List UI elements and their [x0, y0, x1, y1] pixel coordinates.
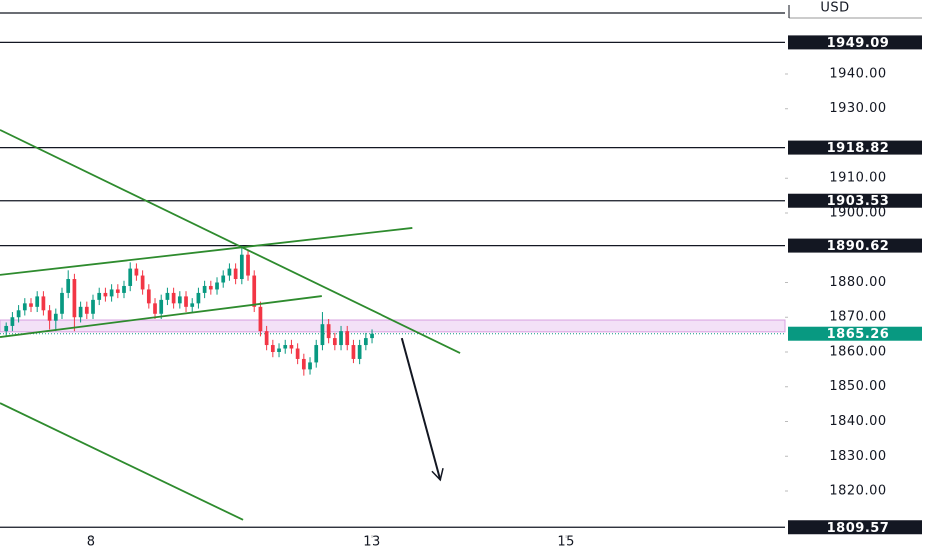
candle-body	[72, 279, 77, 318]
candle-body	[153, 303, 157, 314]
candle-body	[277, 348, 281, 352]
candle-body	[264, 331, 269, 346]
candle-body	[314, 345, 319, 363]
candle-body	[60, 292, 64, 314]
candle-body	[47, 310, 52, 321]
candle-body	[103, 292, 108, 297]
x-tick-label: 13	[363, 535, 381, 550]
candle-body	[301, 358, 306, 370]
candle-body	[4, 325, 9, 332]
candle-body	[239, 254, 244, 280]
candle-body	[134, 268, 139, 276]
candle-body	[308, 362, 312, 370]
candle-body	[22, 303, 27, 311]
candle-body	[233, 268, 238, 280]
trend-line	[0, 227, 413, 276]
last-price-label: 1865.26	[827, 327, 890, 342]
candle-body	[177, 296, 182, 304]
candle-body	[283, 345, 288, 349]
arrow-head	[431, 468, 444, 482]
y-tick-label: 1930.00	[829, 101, 886, 116]
y-tick-label: 1830.00	[829, 449, 886, 464]
candle-body	[159, 299, 164, 314]
candle-body	[109, 289, 114, 297]
y-tick-label: 1900.00	[829, 205, 886, 220]
candle-body	[66, 279, 71, 293]
candle-body	[295, 348, 300, 359]
y-tick-label: 1870.00	[829, 310, 886, 325]
trend-line	[0, 402, 244, 521]
candle-body	[35, 296, 40, 307]
candle-body	[363, 338, 368, 346]
level-label-box	[788, 35, 922, 50]
candle-body	[221, 275, 226, 283]
last-price-box	[788, 326, 922, 341]
currency-label: USD	[820, 1, 849, 16]
candle-body	[320, 324, 325, 346]
candle-body	[215, 282, 219, 290]
candle-body	[53, 313, 58, 321]
candle-body	[351, 345, 356, 359]
level-label: 1890.62	[827, 239, 890, 254]
level-label-box	[788, 193, 922, 208]
trend-line	[0, 295, 322, 338]
candle-body	[196, 292, 201, 304]
level-label-box	[788, 520, 922, 535]
level-label-box	[788, 238, 922, 253]
candle-body	[122, 285, 126, 293]
level-label: 1918.82	[827, 141, 890, 156]
level-label: 1809.57	[827, 521, 890, 536]
candle-body	[202, 285, 207, 293]
trend-line	[0, 129, 461, 354]
candle-body	[78, 306, 83, 318]
candle-body	[246, 254, 250, 276]
candle-body	[258, 306, 263, 332]
candle-body	[128, 268, 133, 286]
y-tick-label: 1820.00	[829, 484, 886, 499]
candle-body	[357, 345, 362, 359]
y-tick-label: 1840.00	[829, 414, 886, 429]
candle-body	[270, 345, 275, 352]
y-tick-label: 1850.00	[829, 379, 886, 394]
candle-body	[184, 296, 188, 307]
y-tick-label: 1910.00	[829, 171, 886, 186]
candle-body	[227, 268, 232, 276]
candle-body	[208, 285, 213, 290]
candle-body	[29, 303, 33, 307]
candle-body	[326, 324, 331, 339]
candle-body	[115, 289, 120, 293]
level-label: 1949.09	[827, 36, 890, 51]
candle-body	[16, 310, 21, 318]
level-label-box	[788, 140, 922, 155]
y-tick-label: 1940.00	[829, 66, 886, 81]
candle-body	[140, 275, 145, 290]
level-label: 1903.53	[827, 194, 890, 209]
candle-body	[345, 331, 350, 346]
candle-body	[97, 292, 102, 300]
candle-body	[339, 331, 343, 346]
y-tick-label: 1880.00	[829, 275, 886, 290]
candle-body	[190, 303, 195, 307]
candle-body	[289, 345, 294, 349]
candle-body	[332, 338, 337, 346]
candle-body	[91, 299, 95, 314]
candle-body	[165, 292, 170, 300]
candle-body	[252, 275, 257, 307]
candle-body	[171, 292, 176, 304]
x-tick-label: 15	[557, 535, 575, 550]
y-tick-label: 1860.00	[829, 344, 886, 359]
candle-body	[146, 289, 151, 304]
candle-body	[41, 296, 46, 311]
candle-body	[84, 306, 89, 314]
candle-body	[370, 333, 374, 339]
arrow-line	[400, 337, 442, 481]
x-tick-label: 8	[87, 535, 96, 550]
candle-body	[10, 317, 15, 326]
